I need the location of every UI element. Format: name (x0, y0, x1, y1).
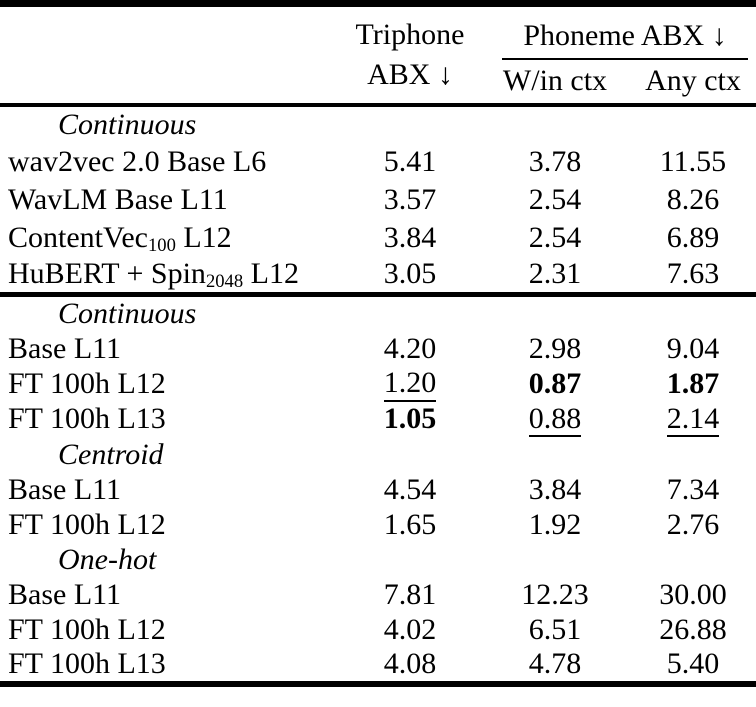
metric-value: 0.88 (528, 403, 582, 438)
model-name: WavLM Base L11 (8, 182, 228, 216)
metric-value: 1.92 (528, 507, 582, 541)
metric-value: 3.84 (383, 220, 437, 254)
model-row: Base L11 4.54 3.84 7.34 (0, 472, 756, 507)
section-label: Continuous (58, 297, 197, 330)
model-name: wav2vec 2.0 Base L6 (8, 144, 267, 178)
metric-value: 2.31 (528, 257, 582, 291)
model-name: Base L11 (8, 472, 122, 506)
metric-value: 2.54 (528, 182, 582, 216)
model-row: FT 100h L13 1.05 0.88 2.14 (0, 402, 756, 438)
metric-value: 2.14 (666, 403, 720, 438)
model-row: HuBERT + Spin2048 L12 3.05 2.31 7.63 (0, 257, 756, 295)
metric-value: 7.34 (666, 472, 720, 506)
model-row: wav2vec 2.0 Base L6 5.41 3.78 11.55 (0, 143, 756, 181)
section-header-row: One-hot (0, 542, 756, 577)
model-row: FT 100h L12 1.20 0.87 1.87 (0, 366, 756, 402)
model-name: FT 100h L13 (8, 647, 166, 681)
metric-value: 9.04 (666, 331, 720, 365)
model-name-subscript: 100 (147, 234, 176, 256)
triphone-header-line2: ABX ↓ (367, 57, 453, 91)
metric-value: 4.08 (383, 647, 437, 681)
section-label: One-hot (58, 542, 157, 576)
column-header-triphone-abx: Triphone ABX ↓ (340, 4, 480, 105)
metric-value: 3.78 (528, 144, 582, 178)
column-header-within-ctx: W/in ctx (502, 64, 608, 97)
results-table: Triphone ABX ↓ Phoneme ABX ↓ W/in ctx An… (0, 0, 756, 688)
metric-value: 3.57 (383, 182, 437, 216)
column-header-any-ctx: Any ctx (645, 64, 741, 97)
section-header-row: Continuous (0, 105, 756, 143)
metric-value: 1.87 (666, 366, 720, 400)
corner-cell (0, 4, 340, 105)
table-section-lower: Continuous Base L11 4.20 2.98 9.04 FT 100h L1… (0, 294, 756, 685)
metric-value: 6.51 (528, 612, 582, 646)
metric-value: 7.63 (666, 257, 720, 291)
metric-value: 4.54 (383, 472, 437, 506)
header-row-sub: W/in ctx Any ctx (0, 60, 756, 105)
model-name: FT 100h L12 (8, 612, 166, 646)
column-group-phoneme-abx: Phoneme ABX ↓ (480, 4, 756, 60)
metric-value: 4.02 (383, 612, 437, 646)
model-row: Base L11 7.81 12.23 30.00 (0, 577, 756, 612)
metric-value: 6.89 (666, 220, 720, 254)
metric-value: 26.88 (659, 612, 727, 646)
model-row: ContentVec100 L12 3.84 2.54 6.89 (0, 219, 756, 257)
metric-value: 3.84 (528, 472, 582, 506)
model-name: FT 100h L12 (8, 366, 166, 400)
metric-value: 2.54 (528, 220, 582, 254)
metric-value: 4.20 (383, 331, 437, 365)
triphone-header-line1: Triphone (355, 17, 465, 51)
model-row: Base L11 4.20 2.98 9.04 (0, 331, 756, 366)
metric-value: 8.26 (666, 182, 720, 216)
model-row: WavLM Base L11 3.57 2.54 8.26 (0, 181, 756, 219)
metric-value: 12.23 (521, 577, 589, 611)
header-row-top: Triphone ABX ↓ Phoneme ABX ↓ (0, 4, 756, 91)
section-label: Continuous (58, 107, 197, 141)
metric-value: 5.40 (666, 647, 720, 681)
metric-value: 2.76 (666, 507, 720, 541)
model-name: ContentVec100 L12 (8, 220, 232, 256)
metric-value: 0.87 (528, 366, 582, 400)
model-row: FT 100h L12 1.65 1.92 2.76 (0, 507, 756, 542)
model-name: FT 100h L12 (8, 507, 166, 541)
table-header: Triphone ABX ↓ Phoneme ABX ↓ W/in ctx An… (0, 4, 756, 105)
phoneme-group-label: Phoneme ABX ↓ (502, 19, 748, 60)
model-name: Base L11 (8, 331, 122, 365)
metric-value: 11.55 (659, 144, 727, 178)
metric-value: 7.81 (383, 577, 437, 611)
model-row: FT 100h L12 4.02 6.51 26.88 (0, 612, 756, 647)
model-name: Base L11 (8, 577, 122, 611)
model-row: FT 100h L13 4.08 4.78 5.40 (0, 647, 756, 684)
model-name: FT 100h L13 (8, 402, 166, 436)
metric-value: 4.78 (528, 647, 582, 681)
metric-value: 2.98 (528, 331, 582, 365)
metric-value: 30.00 (659, 577, 727, 611)
model-name-subscript: 2048 (205, 271, 244, 293)
metric-value: 5.41 (383, 144, 437, 178)
metric-value: 3.05 (383, 257, 437, 291)
metric-value: 1.65 (383, 507, 437, 541)
model-name: HuBERT + Spin2048 L12 (8, 257, 299, 293)
section-header-row: Centroid (0, 437, 756, 472)
metric-value: 1.05 (383, 402, 437, 436)
metric-value: 1.20 (383, 367, 437, 402)
section-header-row: Continuous (0, 295, 756, 332)
section-label: Centroid (58, 437, 164, 471)
table-section-upper: Continuous wav2vec 2.0 Base L6 5.41 3.78 11.… (0, 105, 756, 295)
